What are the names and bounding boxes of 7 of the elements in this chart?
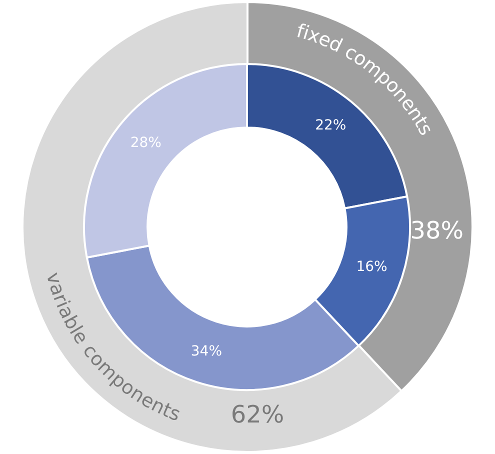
data-label: 22% <box>315 118 346 134</box>
data-label: 16% <box>356 259 388 276</box>
category-label: variable components <box>42 270 184 426</box>
data-label: 38% <box>410 216 464 245</box>
data-label: 62% <box>230 400 284 428</box>
data-label: 34% <box>190 343 222 360</box>
data-label: 28% <box>130 135 162 151</box>
